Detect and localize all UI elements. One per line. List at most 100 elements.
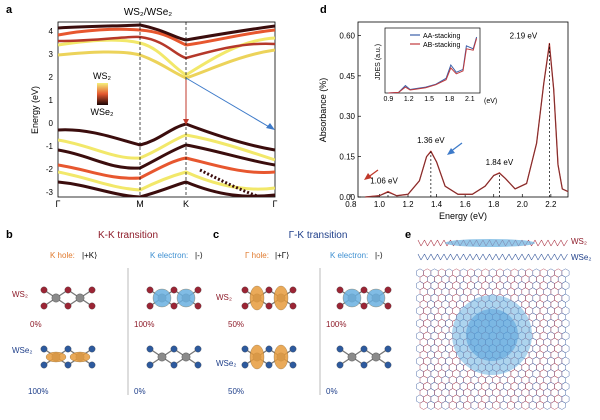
inset-xlabel: (eV) (484, 98, 497, 105)
side-bond (453, 253, 458, 261)
side-bond (534, 239, 539, 247)
band (58, 180, 275, 197)
chalcogen-atom (194, 345, 202, 353)
side-bond (521, 253, 526, 261)
band (58, 23, 275, 42)
band (58, 48, 275, 80)
inset-xtick-label: 1.2 (404, 96, 414, 103)
side-bond (511, 253, 516, 261)
panel-b-molecules (40, 286, 202, 369)
side-bond (557, 253, 562, 261)
chalcogen-atom (289, 361, 297, 369)
peak-markers: 1.06 eV 1.36 eV 1.84 eV 2.19 eV (370, 32, 550, 197)
xtick-label: 1.2 (402, 200, 414, 209)
side-bond (528, 253, 532, 261)
side-bond (433, 239, 438, 247)
panel-c-hole-label: Γ hole: (245, 251, 269, 260)
panel-a-ylabel: Energy (eV) (30, 86, 40, 134)
xtick-label: 0.8 (345, 200, 357, 209)
side-bond (476, 253, 480, 261)
side-bond (560, 253, 565, 261)
orbital-blob (273, 285, 289, 311)
side-bond (560, 239, 565, 247)
chalcogen-atom (265, 286, 273, 294)
side-bond (417, 239, 422, 247)
side-bond (502, 253, 506, 261)
ytick-label: 0.60 (339, 31, 355, 40)
side-bond (443, 253, 448, 261)
panel-b-hole-ws2-pct: 0% (30, 320, 42, 329)
side-bond (420, 239, 425, 247)
inset-xtick-label: 0.9 (384, 96, 394, 103)
arrowhead-icon (266, 123, 275, 130)
lattice-hexagon (557, 400, 566, 410)
chalcogen-atom (336, 286, 344, 294)
peak-label: 2.19 eV (510, 32, 538, 41)
metal-atom (371, 352, 381, 362)
panel-b-hole-ket: |+K⟩ (82, 251, 97, 260)
panel-letter-e: e (405, 229, 411, 241)
panel-b-hole-wse2-pct: 100% (28, 387, 48, 396)
chalcogen-atom (40, 286, 48, 294)
transition-arrow-blue (185, 77, 272, 129)
band (58, 143, 275, 170)
panel-c-hole-wse2-pct: 50% (228, 387, 244, 396)
peak-label: 1.06 eV (370, 177, 398, 186)
orbital-blob (152, 288, 172, 308)
inset-series (388, 36, 478, 94)
chalcogen-atom (88, 302, 96, 310)
side-bond (440, 253, 445, 261)
side-bond (547, 239, 552, 247)
inset-xticks: 0.9 1.2 1.5 1.8 2.1 (384, 96, 475, 103)
panel-b-ws2-label: WS₂ (12, 290, 28, 299)
side-bond (537, 239, 542, 247)
side-bond (547, 253, 552, 261)
side-bond (427, 239, 432, 247)
side-bond (537, 253, 542, 261)
xtick-k: K (183, 199, 189, 209)
ytick-label: 0 (49, 119, 54, 128)
band-structure (58, 23, 275, 197)
inset-ylabel: JDES (a.u.) (375, 44, 382, 80)
panel-e-wse2-label: WSe₂ (571, 253, 591, 262)
chalcogen-atom (194, 302, 202, 310)
side-bond (463, 253, 467, 261)
panel-c-hole-ket: |+Γ⟩ (275, 251, 289, 260)
chalcogen-atom (336, 361, 344, 369)
ytick-label: -2 (46, 165, 54, 174)
side-bond (482, 253, 487, 261)
side-bond (459, 253, 464, 261)
side-bond (485, 253, 490, 261)
chalcogen-atom (146, 302, 154, 310)
panel-c-molecules (241, 285, 392, 370)
orbital-blob (273, 344, 289, 370)
metal-atom (157, 352, 167, 362)
side-bond (469, 253, 474, 261)
orbital-blob (69, 351, 91, 363)
side-bond (495, 253, 500, 261)
panel-letter-c: c (213, 229, 219, 241)
chalcogen-atom (170, 361, 178, 369)
side-bond (554, 239, 558, 247)
xtick-label: 2.0 (517, 200, 529, 209)
chalcogen-atom (289, 302, 297, 310)
chalcogen-atom (146, 361, 154, 369)
inset-xtick-label: 1.5 (424, 96, 434, 103)
panel-b-electron-ket: |-⟩ (195, 251, 203, 260)
arrowhead-icon (183, 119, 189, 125)
panel-b-electron-wse2-pct: 0% (134, 387, 146, 396)
side-bond (417, 253, 422, 261)
orbital-blob (249, 344, 265, 370)
ytick-label: 0.15 (339, 153, 355, 162)
band (58, 35, 275, 60)
xtick-label: 1.0 (374, 200, 386, 209)
chalcogen-atom (384, 345, 392, 353)
panel-d-ylabel: Absorbance (%) (318, 78, 328, 143)
inset-line (388, 38, 478, 94)
panel-b-electron-ws2-pct: 100% (134, 320, 154, 329)
chalcogen-atom (194, 286, 202, 294)
chalcogen-atom (64, 345, 72, 353)
side-bond (430, 239, 435, 247)
side-bond (541, 239, 545, 247)
chalcogen-atom (241, 361, 249, 369)
